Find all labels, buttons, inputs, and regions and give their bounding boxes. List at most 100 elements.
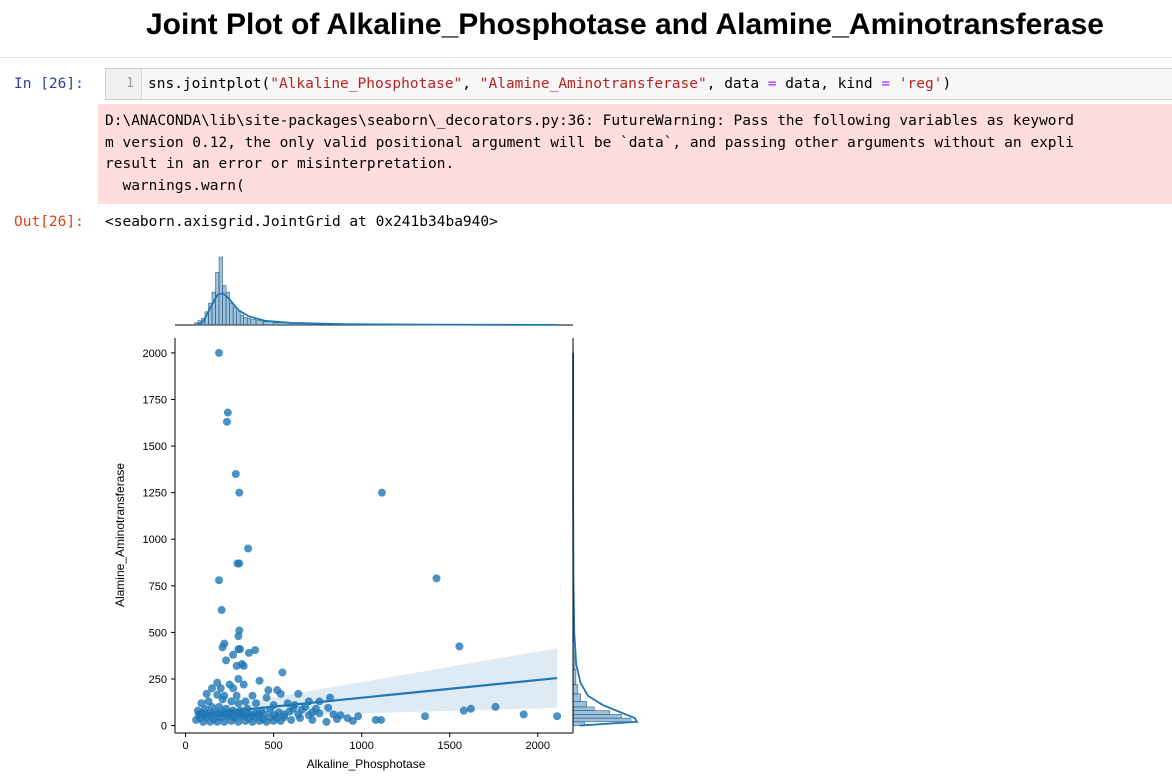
scatter-point xyxy=(276,689,285,698)
scatter-points xyxy=(192,348,562,726)
scatter-point xyxy=(255,676,264,685)
code-line[interactable]: sns.jointplot("Alkaline_Phosphotase", "A… xyxy=(148,69,951,99)
scatter-point xyxy=(222,417,231,426)
scatter-point xyxy=(259,710,268,719)
scatter-point xyxy=(324,703,333,712)
scatter-point xyxy=(348,716,357,725)
scatter-point xyxy=(315,709,324,718)
scatter-point xyxy=(421,712,430,721)
marginal-x-bar xyxy=(236,311,241,326)
code-token xyxy=(890,76,899,92)
scatter-point xyxy=(223,408,232,417)
line-number: 1 xyxy=(106,69,142,99)
marginal-y-histogram xyxy=(572,352,639,727)
regression-line xyxy=(196,676,558,716)
scatter-point xyxy=(377,488,386,497)
scatter-point xyxy=(239,680,248,689)
scatter-point xyxy=(217,606,226,615)
title-divider xyxy=(0,57,1172,58)
code-token: "Alkaline_Phosphotase" xyxy=(270,76,463,92)
code-token: = xyxy=(767,76,777,92)
scatter-point xyxy=(215,576,224,585)
scatter-point xyxy=(236,645,245,654)
marginal-y-kde xyxy=(572,352,639,727)
scatter-point xyxy=(202,689,211,698)
y-tick-label: 1000 xyxy=(143,534,167,546)
x-tick-label: 500 xyxy=(264,740,282,752)
warning-line: warnings.warn( xyxy=(105,177,245,194)
scatter-point xyxy=(519,710,528,719)
y-tick-label: 250 xyxy=(149,674,167,686)
scatter-point xyxy=(248,691,257,700)
page-title: Joint Plot of Alkaline_Phosphotase and A… xyxy=(146,8,1104,41)
scatter-point xyxy=(251,646,260,655)
code-cell-input[interactable]: 1 sns.jointplot("Alkaline_Phosphotase", … xyxy=(105,68,1172,100)
marginal-y-bar xyxy=(572,684,579,695)
scatter-point xyxy=(235,559,244,568)
warning-line: D:\ANACONDA\lib\site-packages\seaborn\_d… xyxy=(105,113,1075,129)
code-token: 'reg' xyxy=(898,76,943,92)
y-tick-label: 0 xyxy=(161,721,167,733)
scatter-point xyxy=(322,717,331,726)
marginal-x-bar xyxy=(243,317,248,326)
y-tick-label: 1750 xyxy=(143,394,167,406)
scatter-point xyxy=(553,712,562,721)
code-token: = xyxy=(881,76,891,92)
x-tick-label: 0 xyxy=(183,740,189,752)
scatter-point xyxy=(455,642,464,651)
marginal-y-bar xyxy=(572,714,622,719)
joint-plot: 0 500 1000 1500 2000 0 250 500 750 1000 1250 1500 1… xyxy=(113,256,639,771)
marginal-x-bar xyxy=(229,302,234,326)
scatter-point xyxy=(231,470,240,479)
scatter-point xyxy=(229,650,238,659)
marginal-x-histogram xyxy=(175,256,573,326)
y-tick-label: 1500 xyxy=(143,441,167,453)
scatter-point xyxy=(296,714,305,723)
scatter-point xyxy=(377,715,386,724)
code-token: data, kind xyxy=(776,76,882,92)
scatter-point xyxy=(297,705,306,714)
marginal-x-bar xyxy=(211,291,216,326)
y-axis-label: Alamine_Aminotransferase xyxy=(113,463,127,607)
scatter-point xyxy=(308,715,317,724)
scatter-point xyxy=(234,699,243,708)
scatter-point xyxy=(218,643,227,652)
scatter-point xyxy=(278,668,287,677)
scatter-point xyxy=(222,656,231,665)
marginal-y-bar xyxy=(572,701,587,708)
scatter-point xyxy=(234,632,243,641)
scatter-point xyxy=(252,699,261,708)
x-ticks: 0 500 1000 1500 2000 xyxy=(183,733,550,752)
scatter-point xyxy=(333,715,342,724)
scatter-point xyxy=(239,661,248,670)
marginal-y-bar xyxy=(572,693,581,702)
stderr-warning-output: D:\ANACONDA\lib\site-packages\seaborn\_d… xyxy=(98,104,1172,204)
scatter-point xyxy=(466,704,475,713)
warning-line: result in an error or misinterpretation. xyxy=(105,156,455,172)
scatter-point xyxy=(234,674,243,683)
scatter-point xyxy=(459,706,468,715)
y-tick-label: 750 xyxy=(149,581,167,593)
code-token: "Alamine_Aminotransferase" xyxy=(479,76,707,92)
x-axis-label: Alkaline_Phosphotase xyxy=(307,757,426,771)
scatter-point xyxy=(213,690,222,699)
y-tick-label: 500 xyxy=(149,627,167,639)
scatter-point xyxy=(244,544,253,553)
scatter-point xyxy=(216,684,225,693)
scatter-point xyxy=(232,661,241,670)
out-prompt: Out[26]: xyxy=(14,214,84,230)
marginal-x-bar xyxy=(246,318,251,326)
x-tick-label: 1500 xyxy=(437,740,461,752)
scatter-point xyxy=(325,693,334,702)
warning-line: m version 0.12, the only valid positiona… xyxy=(105,134,1075,151)
code-token: , xyxy=(462,76,480,92)
scatter-point xyxy=(264,686,273,695)
scatter-point xyxy=(262,693,271,702)
scatter-point xyxy=(218,695,227,704)
scatter-point xyxy=(432,574,441,583)
scatter-point xyxy=(235,488,244,497)
scatter-point xyxy=(280,710,289,719)
marginal-y-bar xyxy=(572,710,610,715)
code-token: sns.jointplot( xyxy=(148,76,271,92)
scatter-point xyxy=(287,715,296,724)
